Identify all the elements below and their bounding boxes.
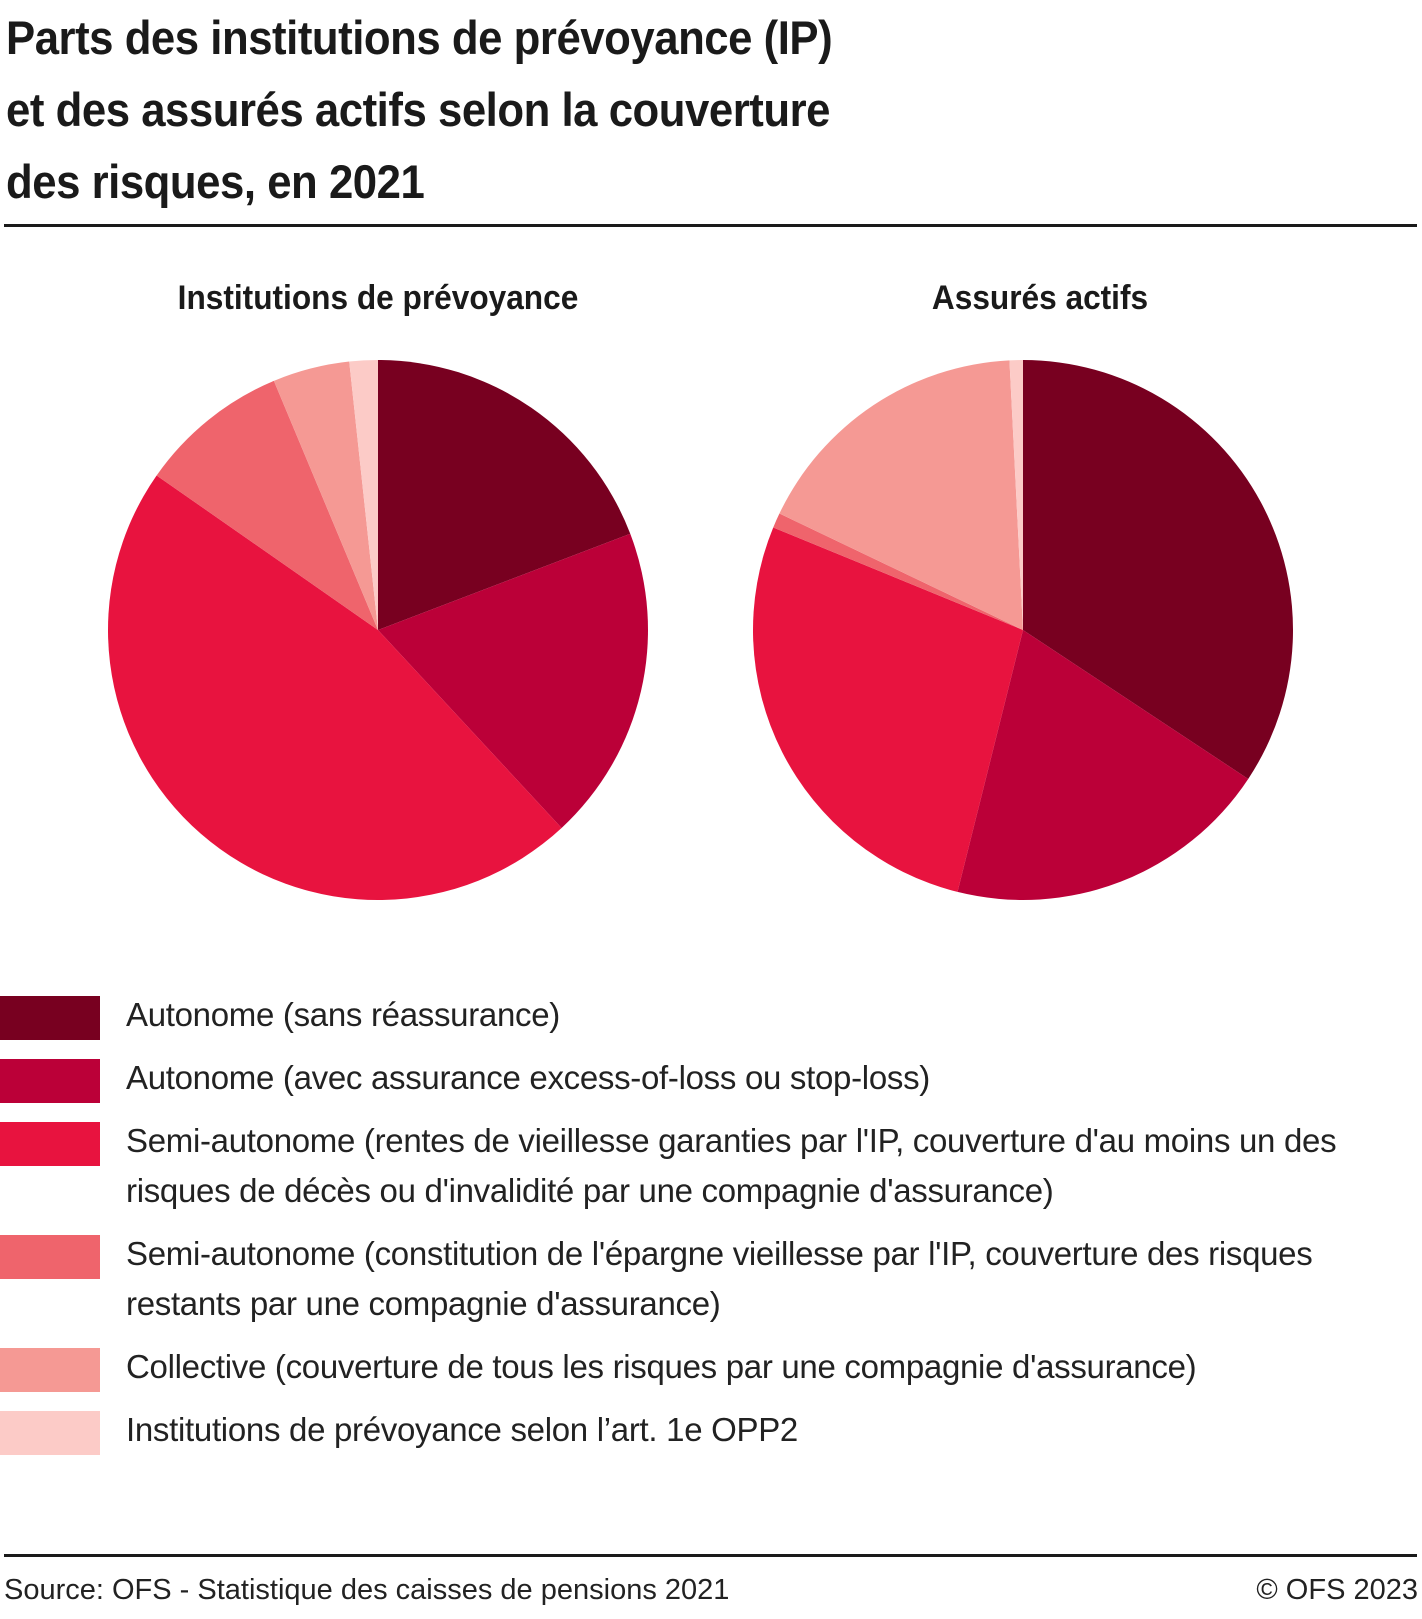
legend-swatch [0, 1059, 100, 1103]
pie-slice [273, 361, 378, 630]
legend-label: Autonome (avec assurance excess-of-loss … [126, 1059, 930, 1096]
pie-slice [349, 360, 378, 630]
pie-chart-institutions [108, 360, 648, 900]
pie-slice [1009, 360, 1023, 630]
legend-item: Institutions de prévoyance selon l’art. … [0, 1405, 1422, 1455]
legend-item: Semi-autonome (rentes de vieillesse gara… [0, 1116, 1422, 1216]
legend: Autonome (sans réassurance) Autonome (av… [0, 990, 1422, 1468]
legend-item: Autonome (avec assurance excess-of-loss … [0, 1053, 1422, 1103]
pie-slice [753, 527, 1023, 892]
pie-slice [108, 475, 562, 900]
pie-slice [156, 380, 378, 630]
legend-swatch [0, 1411, 100, 1455]
legend-swatch [0, 1235, 100, 1279]
legend-item: Collective (couverture de tous les risqu… [0, 1342, 1422, 1392]
pie-slice [1023, 360, 1293, 779]
bottom-divider [4, 1554, 1417, 1557]
chart-title-line: et des assurés actifs selon la couvertur… [6, 83, 830, 136]
legend-label: Semi-autonome (constitution de l'épargne… [126, 1235, 1313, 1322]
footer: Source: OFS - Statistique des caisses de… [4, 1572, 1418, 1608]
source-note: Source: OFS - Statistique des caisses de… [4, 1574, 730, 1606]
legend-swatch [0, 1122, 100, 1166]
chart-title: Parts des institutions de prévoyance (IP… [6, 2, 992, 218]
pie-title-assures: Assurés actifs [931, 279, 1149, 317]
chart-title-line: Parts des institutions de prévoyance (IP… [6, 11, 833, 64]
legend-label: Semi-autonome (rentes de vieillesse gara… [126, 1122, 1337, 1209]
copyright-note: © OFS 2023 [1256, 1574, 1418, 1606]
pie-slice [378, 360, 631, 630]
pie-chart-assures [753, 360, 1293, 900]
legend-label: Autonome (sans réassurance) [126, 996, 560, 1033]
pie-slice [779, 360, 1023, 630]
legend-swatch [0, 1348, 100, 1392]
legend-swatch [0, 996, 100, 1040]
top-divider [4, 224, 1417, 227]
pie-slice [773, 513, 1023, 630]
legend-item: Autonome (sans réassurance) [0, 990, 1422, 1040]
pie-slice [378, 533, 648, 828]
legend-item: Semi-autonome (constitution de l'épargne… [0, 1229, 1422, 1329]
pie-slice [957, 630, 1249, 900]
pie-title-institutions: Institutions de prévoyance [177, 279, 579, 317]
legend-label: Institutions de prévoyance selon l’art. … [126, 1411, 798, 1448]
chart-title-line: des risques, en 2021 [6, 155, 425, 208]
legend-label: Collective (couverture de tous les risqu… [126, 1348, 1197, 1385]
